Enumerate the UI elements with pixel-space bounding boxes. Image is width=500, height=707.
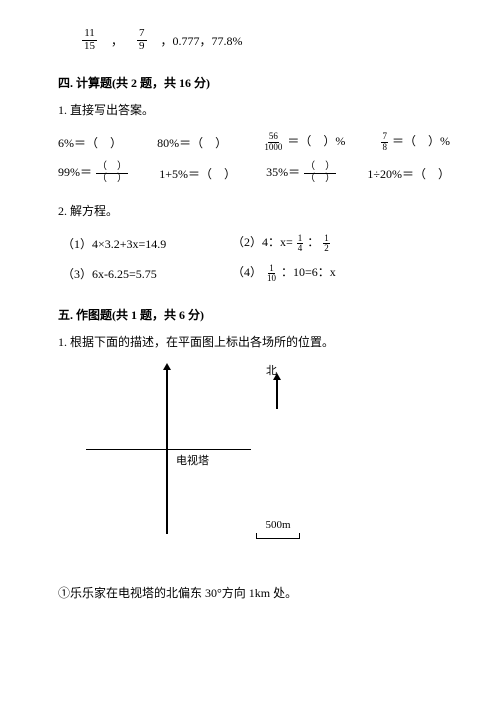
section-4-q1: 1. 直接写出答案。: [58, 101, 450, 118]
denominator: 1000: [263, 143, 283, 152]
text: ：: [307, 235, 322, 249]
calc-cell: 1+5%＝（ ）: [159, 165, 236, 182]
eq-4: （4） 1 10 ：10=6：x: [232, 263, 336, 283]
vertical-axis-arrowhead-icon: [163, 363, 171, 370]
fraction-blank: （ ） （ ）: [96, 162, 128, 184]
calc-cell: 80%＝（ ）: [157, 134, 227, 151]
fraction: 1 10: [266, 264, 277, 284]
section-5-note-1: ①乐乐家在电视塔的北偏东 30°方向 1km 处。: [58, 584, 450, 601]
section-4-q2: 2. 解方程。: [58, 202, 450, 219]
calc-row-1: 6%＝（ ） 80%＝（ ） 56 1000 ＝（ ）% 7 8 ＝（ ）%: [58, 132, 450, 152]
fraction: 7 8: [381, 132, 388, 152]
denominator: 4: [297, 244, 304, 253]
plan-diagram: 北 电视塔 500m: [86, 364, 346, 554]
denominator: 15: [82, 41, 97, 53]
fraction: 11 15: [82, 28, 97, 52]
text: （4）: [232, 265, 262, 279]
calc-cell: 99%＝ （ ） （ ）: [58, 162, 129, 184]
denominator: （ ）: [96, 174, 128, 185]
vertical-axis: [166, 369, 168, 534]
calc-cell: 6%＝（ ）: [58, 134, 122, 151]
denominator: （ ）: [304, 174, 336, 185]
north-arrow-line: [276, 379, 278, 409]
section-5-q1: 1. 根据下面的描述，在平面图上标出各场所的位置。: [58, 333, 450, 350]
fraction: 1 4: [297, 234, 304, 254]
text: （2）4：x=: [232, 235, 293, 249]
eq-row-2: （3）6x-6.25=5.75 （4） 1 10 ：10=6：x: [62, 263, 450, 283]
fraction-blank: （ ） （ ）: [304, 162, 336, 184]
top-fraction-line: 11 15 ， 7 9 ，0.777，77.8%: [80, 28, 450, 52]
eq-1: （1）4×3.2+3x=14.9: [62, 235, 232, 252]
text: 99%＝: [58, 165, 92, 179]
denominator: 8: [381, 143, 388, 152]
scale-label: 500m: [256, 519, 300, 531]
calc-cell: 56 1000 ＝（ ）%: [262, 132, 345, 152]
calc-row-2: 99%＝ （ ） （ ） 1+5%＝（ ） 35%＝ （ ） （ ） 1÷20%…: [58, 162, 450, 184]
calc-cell: 1÷20%＝（ ）: [367, 165, 450, 182]
denominator: 10: [266, 274, 277, 283]
text: ：10=6：x: [281, 265, 336, 279]
text: ＝（ ）%: [392, 134, 450, 148]
horizontal-axis: [86, 449, 251, 451]
fraction: 1 2: [323, 234, 330, 254]
page-root: 11 15 ， 7 9 ，0.777，77.8% 四. 计算题(共 2 题，共 …: [0, 0, 500, 601]
eq-2: （2）4：x= 1 4 ： 1 2: [232, 233, 331, 253]
calc-cell: 7 8 ＝（ ）%: [380, 132, 450, 152]
scale-bar: 500m: [256, 519, 300, 539]
denominator: 9: [137, 41, 147, 53]
numerator: 11: [82, 28, 97, 41]
text: ，0.777，77.8%: [161, 32, 243, 49]
fraction: 56 1000: [263, 132, 283, 152]
center-label: 电视塔: [176, 452, 209, 468]
numerator: 7: [137, 28, 147, 41]
north-label: 北: [266, 362, 277, 378]
text: ，: [111, 32, 123, 49]
scale-bar-line: [256, 533, 300, 539]
calc-cell: 35%＝ （ ） （ ）: [266, 162, 337, 184]
section-5-heading: 五. 作图题(共 1 题，共 6 分): [58, 306, 450, 323]
denominator: 2: [323, 244, 330, 253]
eq-row-1: （1）4×3.2+3x=14.9 （2）4：x= 1 4 ： 1 2: [62, 233, 450, 253]
section-4-heading: 四. 计算题(共 2 题，共 16 分): [58, 74, 450, 91]
fraction: 7 9: [137, 28, 147, 52]
text: 35%＝: [266, 165, 300, 179]
eq-3: （3）6x-6.25=5.75: [62, 265, 232, 282]
text: ＝（ ）%: [287, 134, 345, 148]
